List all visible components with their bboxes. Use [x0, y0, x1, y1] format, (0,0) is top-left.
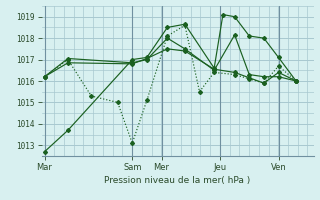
X-axis label: Pression niveau de la mer( hPa ): Pression niveau de la mer( hPa ) [104, 176, 251, 185]
